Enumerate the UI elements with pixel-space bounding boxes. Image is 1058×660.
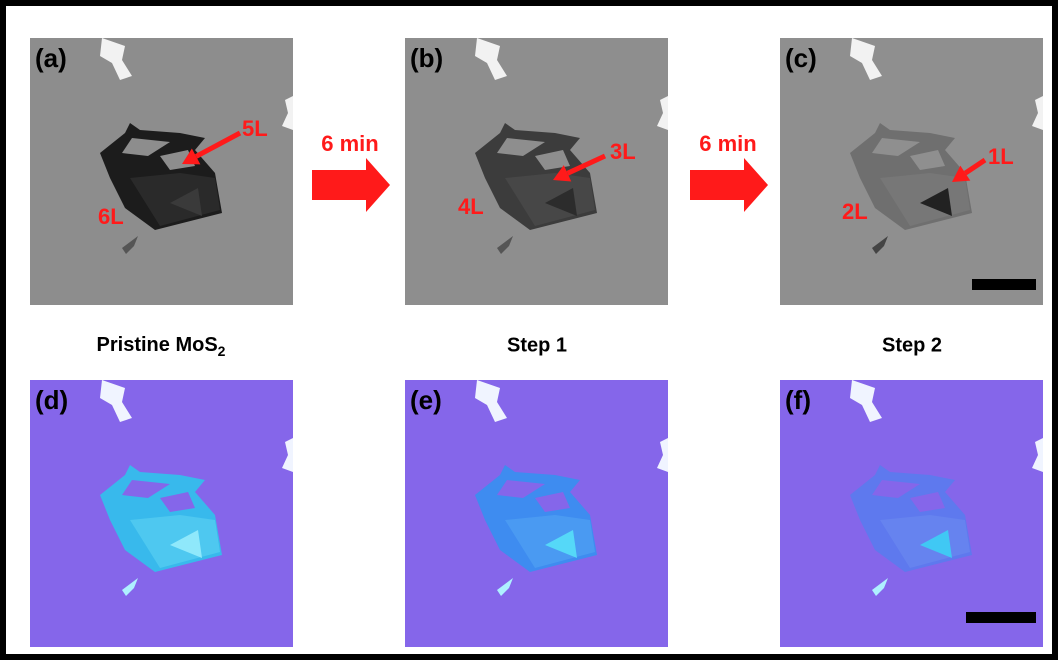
caption-subscript: 2 <box>218 343 226 359</box>
panel: (d) <box>30 380 293 647</box>
caption-text: Pristine MoS <box>97 334 218 356</box>
panel-label: (f) <box>785 385 811 415</box>
layer-label: 5L <box>242 116 268 141</box>
layer-label: 4L <box>458 194 484 219</box>
figure: (a) (b) (c) (d) (e) (f) 5L 6L 3L 4L 1L 2L 6 min 6 m… <box>0 0 1058 660</box>
panel-label: (c) <box>785 43 817 73</box>
caption: Step 1 <box>507 334 567 356</box>
step-label: 6 min <box>321 131 378 156</box>
micrograph <box>30 38 293 305</box>
panel-label: (d) <box>35 385 68 415</box>
layer-label: 2L <box>842 199 868 224</box>
micrograph <box>405 380 668 647</box>
layer-label: 6L <box>98 204 124 229</box>
caption: Pristine MoS2 <box>97 334 226 358</box>
panel: (c) <box>780 38 1043 305</box>
micrograph <box>780 380 1043 647</box>
panel-label: (b) <box>410 43 443 73</box>
panel-label: (e) <box>410 385 442 415</box>
panel: (b) <box>405 38 668 305</box>
scale-bar <box>966 612 1036 623</box>
panel: (a) <box>30 38 293 305</box>
panel: (e) <box>405 380 668 647</box>
panel: (f) <box>780 380 1043 647</box>
caption: Step 2 <box>882 334 942 356</box>
layer-label: 3L <box>610 139 636 164</box>
layer-label: 1L <box>988 144 1014 169</box>
scale-bar <box>972 279 1036 290</box>
panel-label: (a) <box>35 43 67 73</box>
micrograph <box>30 380 293 647</box>
micrograph <box>405 38 668 305</box>
micrograph <box>780 38 1043 305</box>
step-label: 6 min <box>699 131 756 156</box>
